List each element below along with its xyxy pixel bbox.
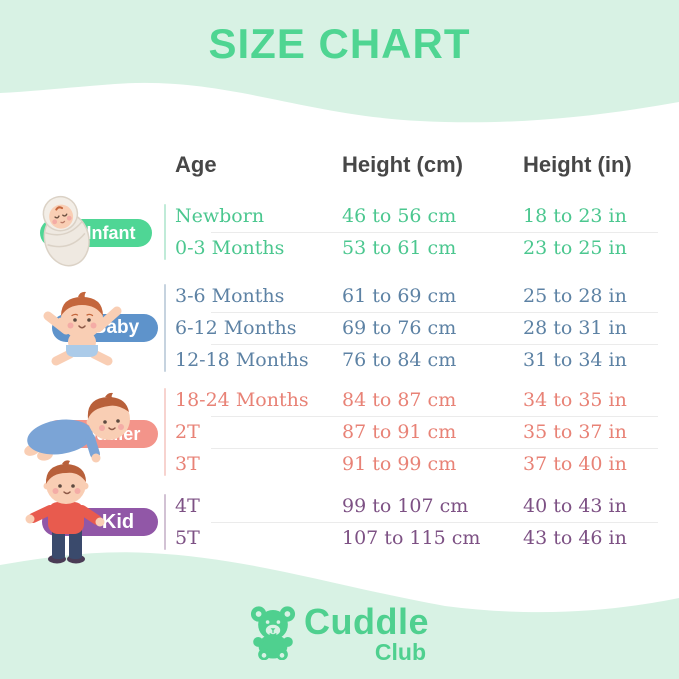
brand-logo: Cuddle Club	[246, 604, 429, 664]
height-in-cell: 31 to 34 in	[523, 349, 627, 371]
crawling-toddler-illustration-icon	[12, 388, 144, 468]
height-in-cell: 28 to 31 in	[523, 317, 627, 339]
height-in-cell: 23 to 25 in	[523, 237, 627, 259]
height-in-cell: 43 to 46 in	[523, 527, 627, 549]
size-row: 0-3 Months 53 to 61 cm 23 to 25 in	[175, 232, 660, 264]
size-section-infant: Newborn 46 to 56 cm 18 to 23 in 0-3 Mont…	[164, 200, 660, 264]
table-header-row: Age Height (cm) Height (in)	[175, 148, 660, 182]
age-cell: 18-24 Months	[175, 389, 309, 411]
size-row: 2T 87 to 91 cm 35 to 37 in	[175, 416, 660, 448]
height-in-cell: 34 to 35 in	[523, 389, 627, 411]
size-row: 3T 91 to 99 cm 37 to 40 in	[175, 448, 660, 480]
size-row: 6-12 Months 69 to 76 cm 28 to 31 in	[175, 312, 660, 344]
size-row: Newborn 46 to 56 cm 18 to 23 in	[175, 200, 660, 232]
age-cell: 3-6 Months	[175, 285, 285, 307]
header-height-in: Height (in)	[523, 152, 632, 177]
age-cell: Newborn	[175, 205, 265, 227]
brand-logo-text: Cuddle Club	[304, 604, 429, 664]
height-in-cell: 37 to 40 in	[523, 453, 627, 475]
size-table: Age Height (cm) Height (in) Newborn 46 t…	[164, 148, 660, 554]
age-cell: 0-3 Months	[175, 237, 285, 259]
height-cm-cell: 53 to 61 cm	[342, 237, 457, 259]
height-cm-cell: 76 to 84 cm	[342, 349, 457, 371]
size-section-kid: 4T 99 to 107 cm 40 to 43 in 5T 107 to 11…	[164, 490, 660, 554]
size-row: 3-6 Months 61 to 69 cm 25 to 28 in	[175, 280, 660, 312]
height-cm-cell: 91 to 99 cm	[342, 453, 457, 475]
header-age: Age	[175, 152, 217, 177]
height-cm-cell: 87 to 91 cm	[342, 421, 457, 443]
brand-name: Cuddle	[304, 601, 429, 642]
teddy-bear-icon	[246, 604, 300, 660]
infant-pill-label: Infant	[86, 222, 136, 243]
height-cm-cell: 84 to 87 cm	[342, 389, 457, 411]
size-row: 4T 99 to 107 cm 40 to 43 in	[175, 490, 660, 522]
sitting-baby-illustration-icon	[24, 284, 140, 368]
age-cell: 5T	[175, 527, 200, 549]
height-in-cell: 35 to 37 in	[523, 421, 627, 443]
page-title: SIZE CHART	[208, 20, 471, 67]
height-cm-cell: 61 to 69 cm	[342, 285, 457, 307]
size-section-toddler: 18-24 Months 84 to 87 cm 34 to 35 in 2T …	[164, 384, 660, 480]
age-cell: 2T	[175, 421, 200, 443]
height-cm-cell: 69 to 76 cm	[342, 317, 457, 339]
swaddled-baby-illustration-icon	[20, 186, 110, 270]
height-cm-cell: 99 to 107 cm	[342, 495, 469, 517]
brand-subname: Club	[374, 639, 426, 665]
size-section-baby: 3-6 Months 61 to 69 cm 25 to 28 in 6-12 …	[164, 280, 660, 376]
age-cell: 4T	[175, 495, 200, 517]
age-cell: 3T	[175, 453, 200, 475]
standing-kid-illustration-icon	[20, 458, 116, 566]
header-height-cm: Height (cm)	[342, 152, 463, 177]
age-cell: 6-12 Months	[175, 317, 297, 339]
height-in-cell: 40 to 43 in	[523, 495, 627, 517]
bottom-wave-decoration	[0, 552, 679, 679]
size-row: 18-24 Months 84 to 87 cm 34 to 35 in	[175, 384, 660, 416]
size-row: 12-18 Months 76 to 84 cm 31 to 34 in	[175, 344, 660, 376]
height-cm-cell: 46 to 56 cm	[342, 205, 457, 227]
height-cm-cell: 107 to 115 cm	[342, 527, 481, 549]
height-in-cell: 25 to 28 in	[523, 285, 627, 307]
size-row: 5T 107 to 115 cm 43 to 46 in	[175, 522, 660, 554]
height-in-cell: 18 to 23 in	[523, 205, 627, 227]
age-cell: 12-18 Months	[175, 349, 309, 371]
kid-pill-label: Kid	[101, 510, 135, 533]
top-wave-decoration	[0, 0, 679, 123]
